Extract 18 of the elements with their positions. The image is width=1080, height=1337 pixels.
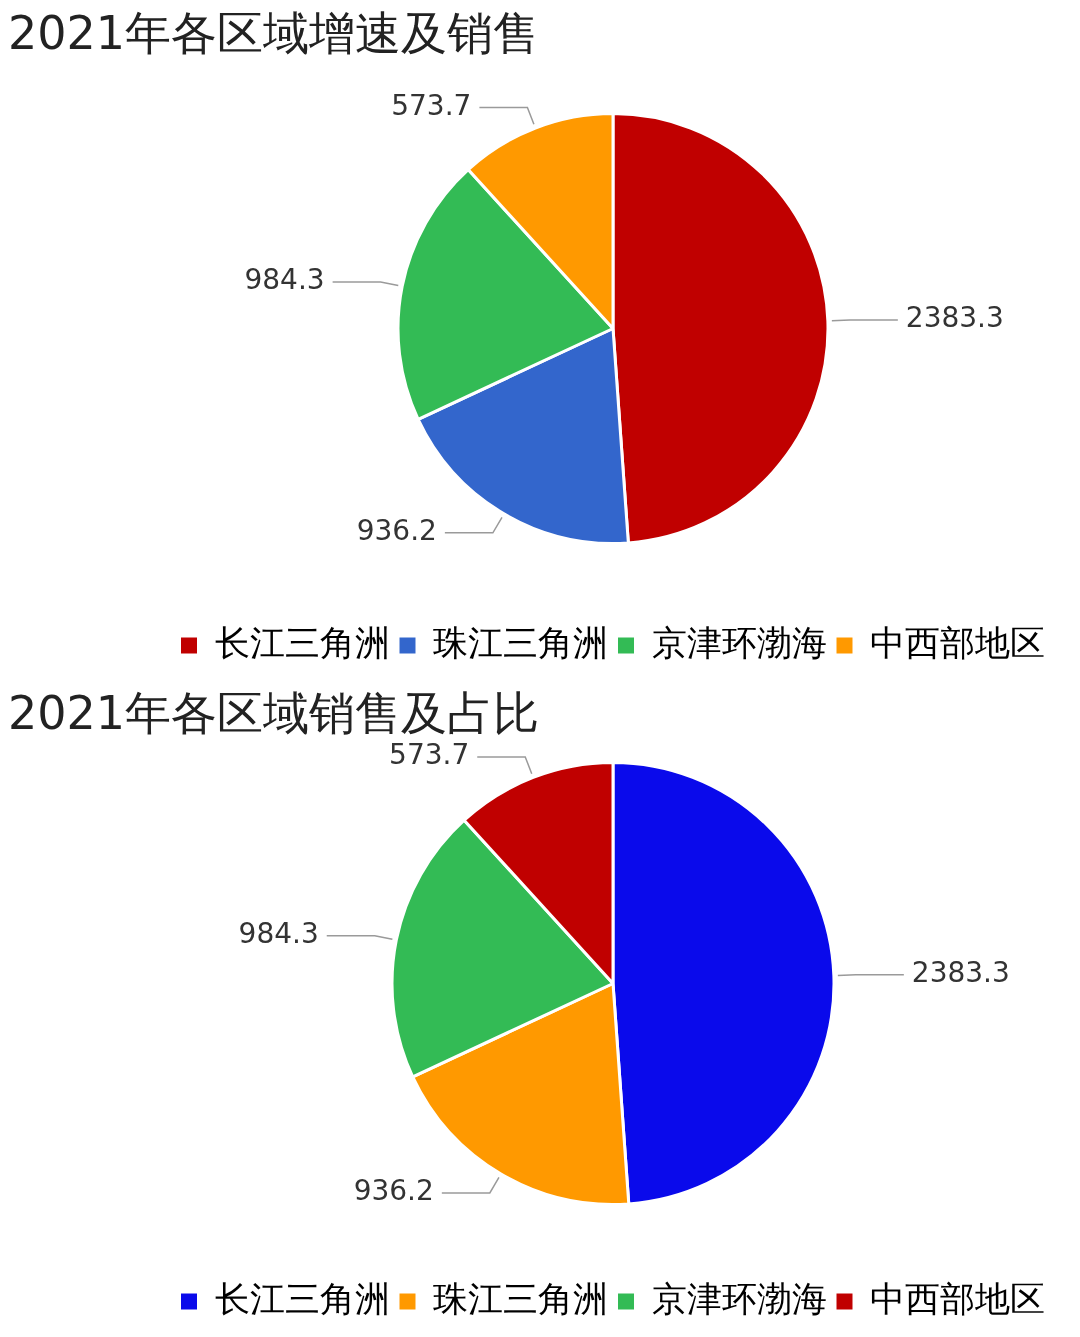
chart-title: 2021年各区域增速及销售: [8, 6, 540, 60]
legend-label: 京津环渤海: [651, 1278, 827, 1319]
data-label: 573.7: [391, 88, 472, 122]
legend-label: 珠江三角洲: [433, 1278, 608, 1319]
legend-label: 中西部地区: [870, 622, 1045, 663]
chart-title: 2021年各区域销售及占比: [8, 686, 540, 740]
data-label: 936.2: [353, 1174, 434, 1208]
data-label: 984.3: [238, 917, 319, 951]
legend-label: 长江三角洲: [214, 622, 390, 663]
legend-label: 中西部地区: [870, 1278, 1045, 1319]
data-label: 573.7: [389, 738, 470, 772]
data-label: 2383.3: [911, 956, 1010, 990]
legend-label: 京津环渤海: [651, 622, 827, 663]
data-label: 2383.3: [905, 301, 1004, 335]
data-label: 984.3: [244, 263, 325, 297]
legend-label: 珠江三角洲: [433, 622, 608, 663]
legend-label: 长江三角洲: [214, 1278, 390, 1319]
data-label: 936.2: [356, 514, 437, 548]
